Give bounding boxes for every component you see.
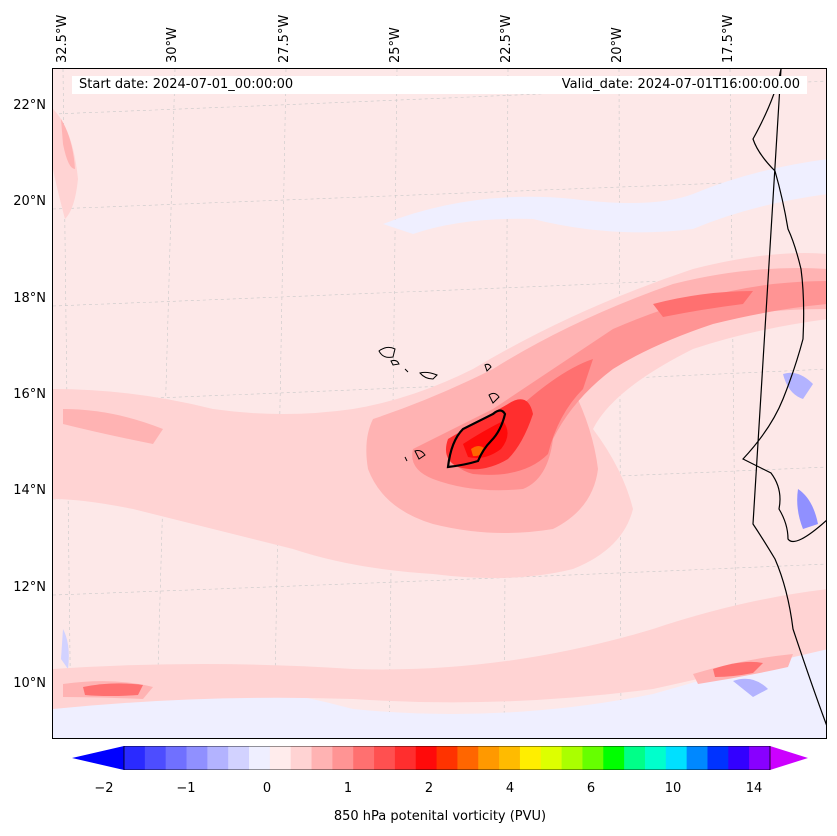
- colorbar-cell: [478, 746, 500, 770]
- colorbar-cell: [415, 746, 438, 770]
- colorbar-cell: [249, 746, 271, 770]
- colorbar-cell: [144, 746, 167, 770]
- lon-label-17-5w: 17.5°W: [721, 14, 736, 63]
- cbar-tick-label: 0: [262, 781, 272, 796]
- cbar-tick-label: 4: [505, 781, 515, 796]
- lat-label-22n: 22°N: [13, 98, 46, 113]
- start-date-text: Start date: 2024-07-01_00:00:00: [79, 77, 294, 92]
- colorbar-cell: [436, 746, 458, 770]
- colorbar-max-arrow: [770, 746, 808, 770]
- lon-label-20w: 20°W: [610, 27, 625, 63]
- colorbar: [72, 746, 808, 770]
- colorbar-cell: [311, 746, 333, 770]
- colorbar-cell: [290, 746, 313, 770]
- cbar-tick-label: 2: [424, 781, 434, 796]
- colorbar-cell: [707, 746, 729, 770]
- positive-pv-areas: [53, 109, 826, 709]
- colorbar-cell: [686, 746, 708, 770]
- lon-label-32-5w: 32.5°W: [55, 14, 70, 63]
- lat-label-14n: 14°N: [13, 483, 46, 498]
- cbar-tick-label: 6: [586, 781, 596, 796]
- colorbar-cell: [394, 746, 417, 770]
- colorbar-cell: [603, 746, 625, 770]
- colorbar-min-arrow: [72, 746, 124, 770]
- lat-label-12n: 12°N: [13, 580, 46, 595]
- cbar-tick-label: 1: [343, 781, 353, 796]
- cape-verde-islands: [378, 346, 500, 462]
- african-coastline: [742, 69, 826, 726]
- colorbar-cell: [165, 746, 188, 770]
- colorbar-cell: [457, 746, 479, 770]
- colorbar-cell: [207, 746, 229, 770]
- cbar-tick-label: 14: [745, 781, 763, 796]
- lon-label-22-5w: 22.5°W: [499, 14, 514, 63]
- map-panel[interactable]: [52, 68, 827, 739]
- colorbar-cell: [728, 746, 750, 770]
- colorbar-cell: [582, 746, 604, 770]
- colorbar-cell: [124, 746, 146, 770]
- cbar-tick-label: −1: [176, 781, 196, 796]
- pv-contour: [446, 409, 507, 469]
- cbar-tick-label: −2: [94, 781, 114, 796]
- colorbar-cell: [228, 746, 250, 770]
- lon-label-27-5w: 27.5°W: [277, 14, 292, 63]
- date-banner: Start date: 2024-07-01_00:00:00 Valid_da…: [72, 76, 807, 94]
- colorbar-cell: [332, 746, 354, 770]
- cbar-tick-label: 10: [664, 781, 682, 796]
- colorbar-cell: [374, 746, 396, 770]
- colorbar-cell: [499, 746, 521, 770]
- colorbar-cell: [644, 746, 667, 770]
- pv-field-map: [53, 69, 826, 738]
- colorbar-cell: [186, 746, 208, 770]
- colorbar-cell: [540, 746, 563, 770]
- colorbar-cell: [624, 746, 646, 770]
- colorbar-title: 850 hPa potenital vorticity (PVU): [333, 809, 547, 824]
- colorbar-cell: [353, 746, 375, 770]
- colorbar-cell: [665, 746, 688, 770]
- lon-label-25w: 25°W: [388, 27, 403, 63]
- colorbar-cells: [124, 746, 771, 770]
- lat-label-10n: 10°N: [13, 676, 46, 691]
- colorbar-outline: [123, 746, 771, 770]
- lat-label-18n: 18°N: [13, 291, 46, 306]
- colorbar-cell: [561, 746, 583, 770]
- lat-label-16n: 16°N: [13, 387, 46, 402]
- valid-date-text: Valid_date: 2024-07-01T16:00:00.00: [561, 77, 800, 92]
- colorbar-cell: [519, 746, 542, 770]
- colorbar-cell: [269, 746, 292, 770]
- colorbar-cell: [749, 746, 771, 770]
- lat-label-20n: 20°N: [13, 194, 46, 209]
- lon-label-30w: 30°W: [165, 27, 180, 63]
